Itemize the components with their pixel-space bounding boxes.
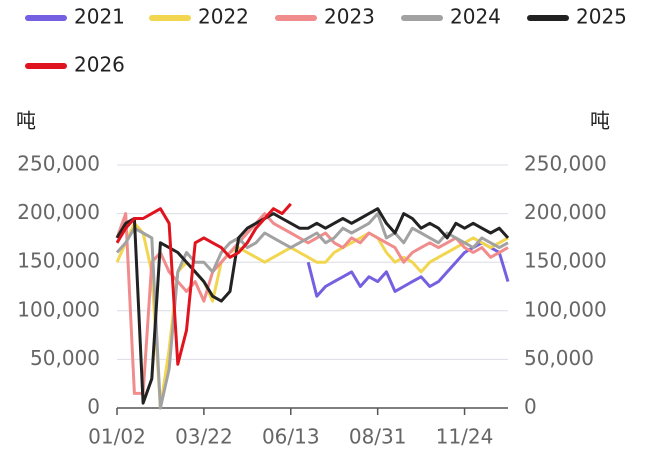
y-tick-label: 150,000 [17, 249, 100, 273]
y2-tick-label: 0 [524, 395, 537, 419]
x-tick-label: 11/24 [436, 425, 494, 449]
series-line [115, 207, 510, 405]
y2-tick-label: 150,000 [524, 249, 607, 273]
y-tick-label: 200,000 [17, 200, 100, 224]
legend-label: 2023 [324, 5, 375, 29]
legend-label: 2022 [198, 5, 249, 29]
legend-label: 2026 [74, 53, 125, 77]
series-line [115, 221, 509, 410]
y2-tick-label: 250,000 [524, 152, 607, 176]
y2-axis-label: 吨 [590, 109, 610, 133]
y-tick-label: 50,000 [30, 346, 100, 370]
series-line [115, 212, 509, 395]
y-tick-label: 250,000 [17, 152, 100, 176]
y2-tick-label: 100,000 [524, 297, 607, 321]
y2-tick-label: 200,000 [524, 200, 607, 224]
x-tick-label: 08/31 [349, 425, 407, 449]
x-tick-label: 01/02 [88, 425, 146, 449]
y2-tick-label: 50,000 [524, 346, 594, 370]
series-line [115, 212, 509, 410]
legend-label: 2021 [74, 5, 125, 29]
legend-label: 2024 [450, 5, 501, 29]
y-tick-label: 0 [87, 395, 100, 419]
series-line [115, 202, 292, 366]
legend-label: 2025 [576, 5, 627, 29]
x-tick-label: 06/13 [262, 425, 320, 449]
y-tick-label: 100,000 [17, 297, 100, 321]
x-tick-label: 03/22 [175, 425, 233, 449]
y-axis-label: 吨 [16, 109, 36, 133]
